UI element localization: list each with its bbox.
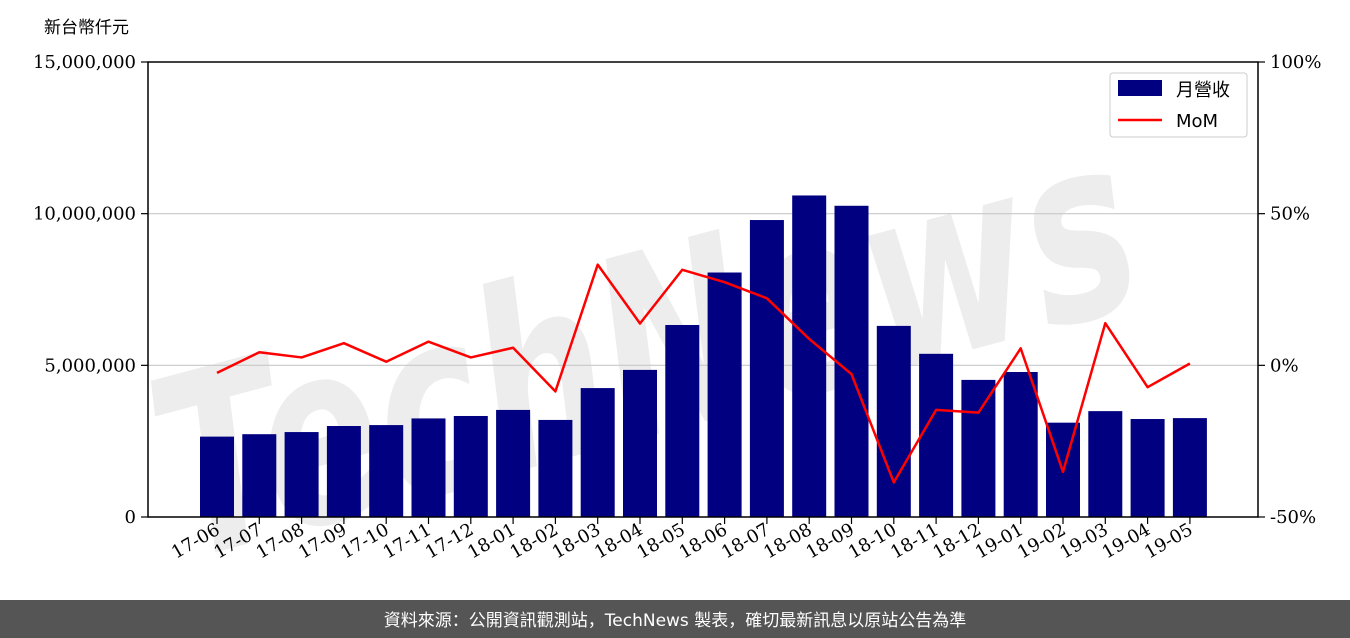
bar <box>242 434 277 517</box>
bar <box>919 353 954 517</box>
bar <box>326 426 361 517</box>
bar <box>538 419 573 517</box>
y-tick-label: 0 <box>125 507 136 528</box>
bar <box>1130 419 1165 517</box>
bar-series <box>200 195 1207 517</box>
legend: 月營收 MoM <box>1109 72 1248 138</box>
mom-line <box>216 263 1191 484</box>
y2-tick-label: -50% <box>1270 507 1316 528</box>
bar <box>961 379 996 517</box>
bar <box>411 418 446 517</box>
bar <box>749 220 784 517</box>
bar <box>369 425 404 517</box>
footer-text: 資料來源：公開資訊觀測站，TechNews 製表，確切最新訊息以原站公告為準 <box>384 611 966 631</box>
y-tick-label: 15,000,000 <box>33 52 136 73</box>
legend-label-mom: MoM <box>1176 111 1218 132</box>
left-y-axis: 0 5,000,000 10,000,000 15,000,000 <box>33 52 148 528</box>
footer-bar <box>0 600 1350 638</box>
legend-bar-swatch <box>1118 80 1162 96</box>
bar <box>1003 372 1038 517</box>
bar <box>284 432 319 517</box>
legend-label-revenue: 月營收 <box>1176 80 1230 101</box>
plot-frame <box>147 61 1259 518</box>
bar <box>876 325 911 517</box>
bar <box>580 388 615 517</box>
bar <box>453 415 488 517</box>
bar <box>496 409 531 517</box>
bar <box>623 369 657 517</box>
bar <box>707 272 742 517</box>
y2-tick-label: 50% <box>1270 204 1310 225</box>
bar <box>1088 411 1123 517</box>
y-tick-label: 5,000,000 <box>44 355 136 376</box>
y-tick-label: 10,000,000 <box>33 204 136 225</box>
right-y-axis: -50% 0% 50% 100% <box>1258 52 1321 528</box>
gridlines <box>148 213 1258 366</box>
y2-tick-label: 100% <box>1270 52 1321 73</box>
bar <box>834 205 869 517</box>
line-series <box>216 263 1191 484</box>
y2-tick-label: 0% <box>1270 355 1299 376</box>
y-unit-label: 新台幣仟元 <box>44 18 129 38</box>
bar <box>665 324 700 517</box>
bar <box>1172 418 1207 517</box>
bar <box>200 436 234 517</box>
bar <box>792 195 827 517</box>
x-tick-label: 19-05 <box>1141 519 1196 563</box>
